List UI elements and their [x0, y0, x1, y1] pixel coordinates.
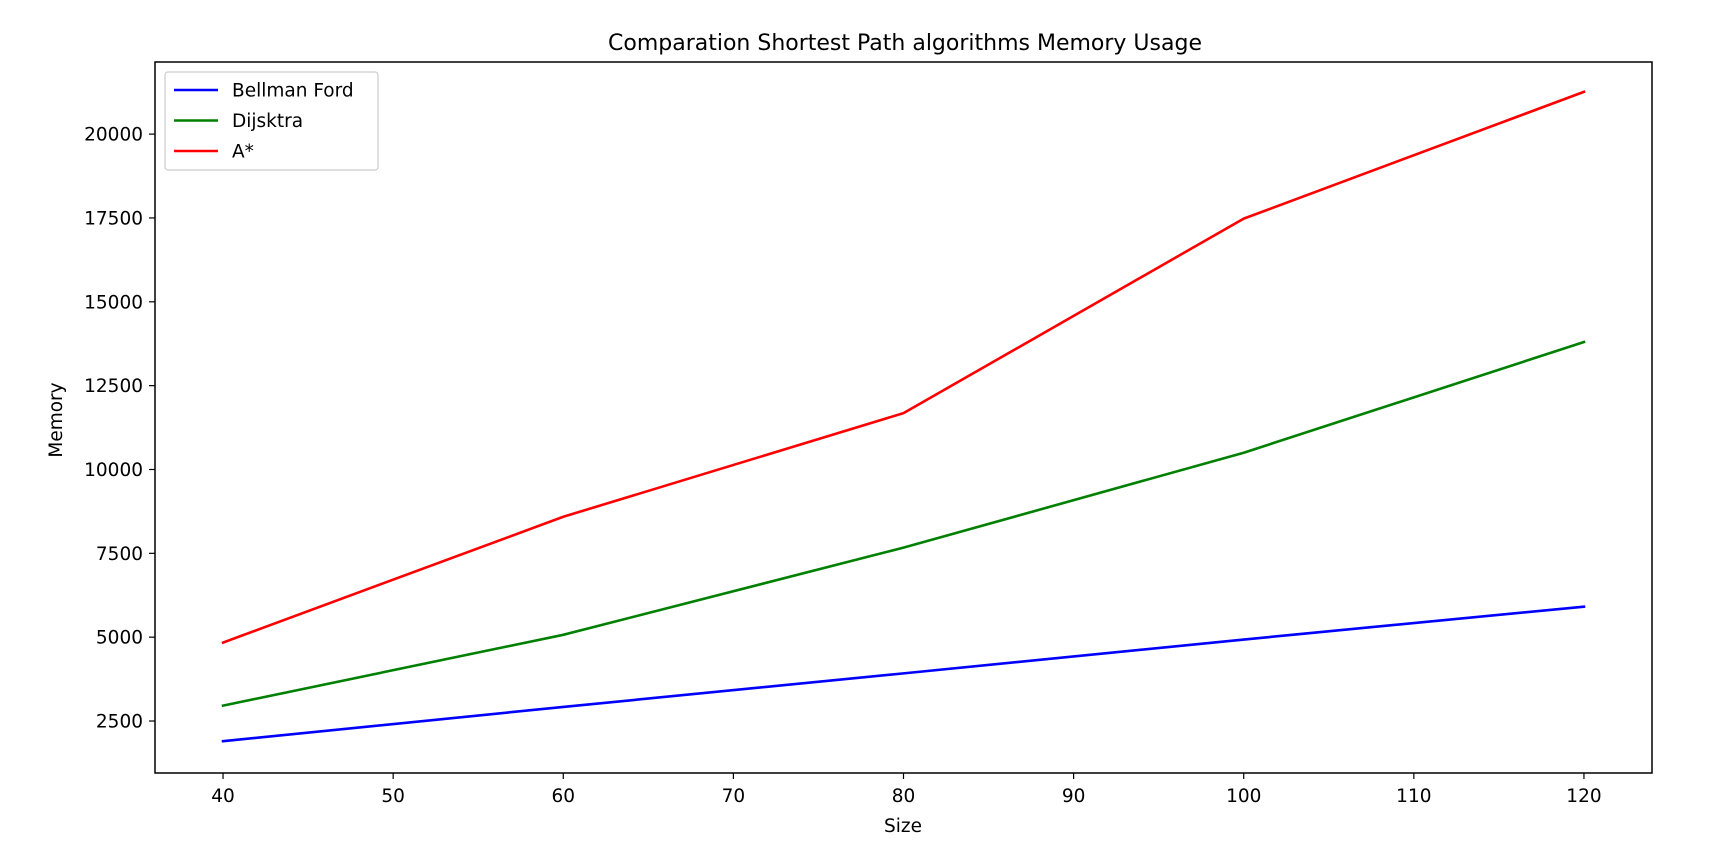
x-tick-label: 40 — [211, 786, 235, 807]
x-axis: 40 50 60 70 80 90 100 110 120 — [211, 773, 1602, 807]
y-axis-label: Memory — [46, 382, 67, 457]
x-tick-label: 100 — [1226, 786, 1261, 807]
legend-label: Bellman Ford — [232, 81, 354, 102]
legend-label: A* — [232, 142, 254, 163]
legend-items: Bellman Ford Dijsktra A* — [174, 81, 354, 163]
y-tick-label: 2500 — [96, 712, 143, 733]
legend-box — [164, 71, 379, 171]
y-tick-label: 17500 — [84, 208, 143, 229]
x-tick-label: 110 — [1396, 786, 1431, 807]
series-line-dijsktra — [221, 340, 1586, 708]
y-tick-label: 12500 — [84, 376, 143, 397]
y-tick-label: 10000 — [84, 460, 143, 481]
x-tick-label: 80 — [892, 786, 916, 807]
legend: Bellman Ford Dijsktra A* — [164, 71, 379, 171]
x-tick-label: 90 — [1062, 786, 1086, 807]
x-tick-label: 70 — [722, 786, 746, 807]
series-line-a — [221, 90, 1586, 645]
y-axis: 2500 5000 7500 10000 12500 15000 17500 20000 — [84, 125, 155, 733]
series-layer — [221, 90, 1586, 743]
chart-title: Comparation Shortest Path algorithms Mem… — [608, 31, 1202, 56]
y-tick-label: 15000 — [84, 292, 143, 313]
x-tick-label: 50 — [381, 786, 405, 807]
y-tick-label: 20000 — [84, 125, 143, 146]
x-tick-label: 60 — [551, 786, 575, 807]
series-line-bellman-ford — [221, 605, 1586, 743]
y-tick-label: 7500 — [96, 544, 143, 565]
x-tick-label: 120 — [1566, 786, 1601, 807]
y-tick-label: 5000 — [96, 628, 143, 649]
x-axis-label: Size — [884, 816, 922, 837]
legend-label: Dijsktra — [232, 111, 303, 132]
